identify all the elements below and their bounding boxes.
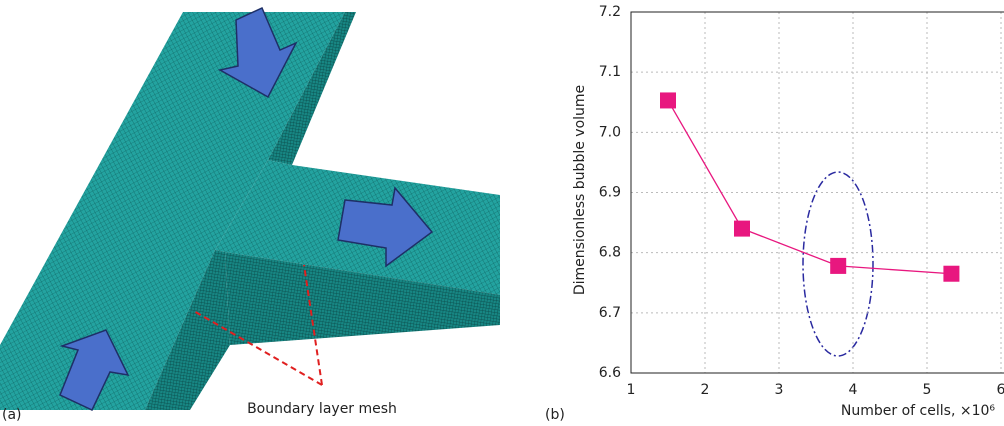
flow-arrow bbox=[59, 329, 130, 411]
y-tick-label: 7.0 bbox=[599, 124, 621, 140]
data-point bbox=[660, 92, 676, 109]
y-tick-label: 7.2 bbox=[599, 4, 621, 20]
y-axis-title: Dimensionless bubble volume bbox=[572, 85, 588, 295]
annotation: Boundary layer mesh bbox=[247, 401, 397, 417]
plot-frame bbox=[630, 11, 1004, 374]
pointer-line bbox=[303, 264, 323, 386]
x-tick-label: 4 bbox=[849, 382, 858, 398]
flow-arrow bbox=[217, 6, 298, 99]
pipe-lower-side bbox=[145, 250, 230, 410]
x-tick-label: 2 bbox=[701, 382, 710, 398]
pipe-side bbox=[268, 12, 356, 165]
series-line bbox=[667, 100, 952, 275]
pointer-line bbox=[191, 309, 323, 386]
data-point bbox=[830, 257, 847, 274]
x-axis-title: Number of cells, ×10⁶ bbox=[841, 403, 995, 419]
branch-front bbox=[225, 252, 500, 345]
y-tick-label: 6.8 bbox=[599, 245, 621, 261]
mesh-image: Boundary layer mesh (a) bbox=[0, 6, 500, 423]
panel-label: (a) bbox=[2, 407, 22, 423]
y-tick-label: 7.1 bbox=[599, 64, 621, 80]
data-point bbox=[943, 265, 960, 282]
y-tick-label: 6.7 bbox=[599, 305, 621, 321]
y-tick-label: 6.9 bbox=[599, 185, 621, 201]
highlight-ellipse bbox=[802, 171, 874, 357]
x-tick-label: 6 bbox=[997, 382, 1004, 398]
x-tick-label: 1 bbox=[627, 382, 636, 398]
x-tick-label: 5 bbox=[923, 382, 932, 398]
y-tick-label: 6.6 bbox=[599, 365, 621, 381]
panel-label: (b) bbox=[545, 407, 565, 423]
data-point bbox=[734, 220, 750, 237]
flow-arrow bbox=[337, 186, 434, 268]
pipe-face bbox=[0, 12, 345, 410]
x-tick-label: 3 bbox=[775, 382, 784, 398]
